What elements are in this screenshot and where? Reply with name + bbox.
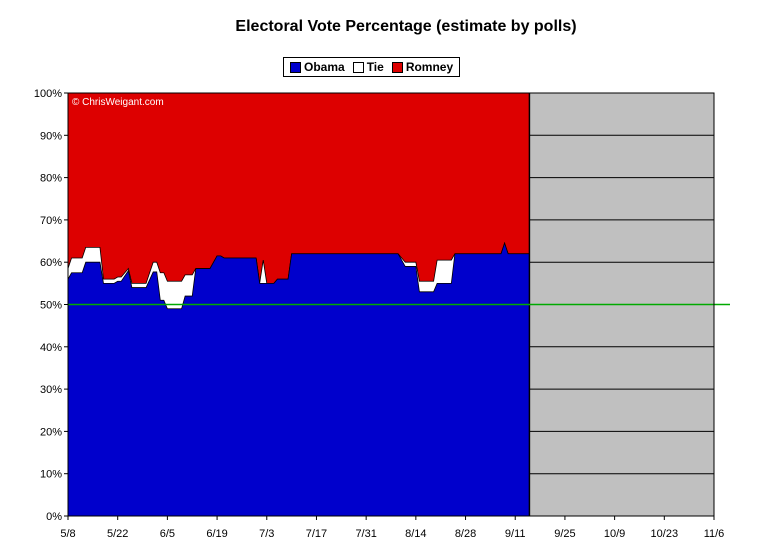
- chart-title: Electoral Vote Percentage (estimate by p…: [235, 18, 577, 35]
- y-tick-label: 60%: [40, 257, 62, 269]
- plot-area: [67, 93, 730, 517]
- y-tick-label: 20%: [40, 426, 62, 438]
- x-tick-label: 7/3: [259, 528, 274, 540]
- y-tick-label: 40%: [40, 342, 62, 354]
- y-tick-label: 10%: [40, 469, 62, 481]
- x-tick-label: 5/8: [60, 528, 75, 540]
- legend-swatch-tie: [352, 61, 364, 73]
- copyright-label: © ChrisWeigant.com: [72, 97, 164, 108]
- legend-label-obama: Obama: [304, 60, 345, 74]
- x-tick-label: 8/14: [405, 528, 426, 540]
- y-tick-label: 50%: [40, 300, 62, 312]
- y-tick-label: 100%: [34, 88, 62, 100]
- y-tick-label: 30%: [40, 384, 62, 396]
- x-tick-label: 7/31: [355, 528, 376, 540]
- legend-label-romney: Romney: [405, 60, 454, 74]
- x-tick-label: 10/9: [604, 528, 625, 540]
- x-tick-label: 7/17: [306, 528, 327, 540]
- x-tick-label: 9/25: [554, 528, 575, 540]
- y-tick-label: 70%: [40, 215, 62, 227]
- legend-item-romney: Romney: [391, 60, 454, 74]
- legend-item-tie: Tie: [352, 60, 384, 74]
- x-tick-label: 11/6: [704, 528, 725, 540]
- x-tick-label: 5/22: [107, 528, 128, 540]
- x-tick-label: 6/19: [206, 528, 227, 540]
- y-tick-label: 0%: [46, 511, 62, 523]
- legend-label-tie: Tie: [366, 60, 384, 74]
- x-tick-label: 6/5: [160, 528, 175, 540]
- legend-item-obama: Obama: [290, 60, 345, 74]
- x-tick-label: 9/11: [505, 528, 526, 540]
- y-tick-label: 80%: [40, 173, 62, 185]
- y-tick-label: 90%: [40, 130, 62, 142]
- axes: 0% 10% 20% 30% 40% 50% 60% 70% 80% 90% 100% 5/8 5/22…: [34, 88, 724, 540]
- x-tick-label: 10/23: [651, 528, 679, 540]
- legend-swatch-obama: [290, 61, 301, 73]
- legend-swatch-romney: [391, 61, 403, 73]
- x-tick-label: 8/28: [455, 528, 476, 540]
- legend: Obama Tie Romney: [283, 57, 461, 77]
- series-obama-area: [67, 241, 530, 517]
